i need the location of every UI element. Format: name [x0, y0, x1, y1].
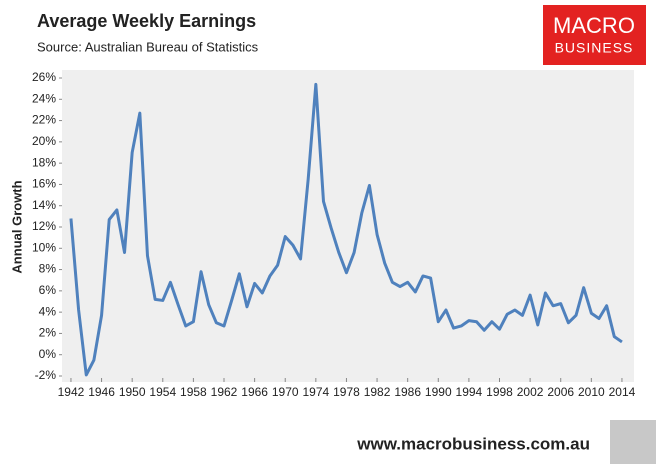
logo	[543, 5, 646, 65]
y-tick-label: 4%	[39, 304, 57, 318]
y-tick-label: 10%	[32, 240, 56, 254]
x-tick-label: 1954	[149, 385, 176, 399]
chart-title: Average Weekly Earnings	[37, 11, 256, 31]
wolf-icon	[610, 420, 656, 464]
y-tick-label: 16%	[32, 177, 56, 191]
y-tick-label: 24%	[32, 91, 56, 105]
logo-text: BUSINESS	[555, 40, 634, 56]
x-tick-label: 2002	[517, 385, 544, 399]
plot-area	[62, 70, 634, 382]
y-axis-label: Annual Growth	[9, 180, 24, 273]
y-tick-label: 22%	[32, 113, 56, 127]
y-tick-label: 2%	[39, 326, 57, 340]
y-tick-label: -2%	[35, 368, 57, 382]
x-tick-label: 2006	[547, 385, 574, 399]
x-tick-label: 1962	[211, 385, 238, 399]
x-tick-label: 1966	[241, 385, 268, 399]
x-tick-label: 2010	[578, 385, 605, 399]
footer: www.macrobusiness.com.au	[356, 434, 590, 453]
y-tick-label: 18%	[32, 155, 56, 169]
logo-text: MACRO	[553, 13, 635, 38]
x-tick-label: 1998	[486, 385, 513, 399]
y-tick-label: 26%	[32, 70, 56, 84]
y-tick-label: 12%	[32, 219, 56, 233]
x-tick-label: 1942	[58, 385, 85, 399]
y-tick-label: 8%	[39, 262, 57, 276]
x-tick-label: 1974	[302, 385, 329, 399]
x-tick-label: 1978	[333, 385, 360, 399]
x-tick-label: 2014	[609, 385, 636, 399]
x-tick-label: 1982	[364, 385, 391, 399]
x-tick-label: 1946	[88, 385, 115, 399]
x-tick-label: 1958	[180, 385, 207, 399]
x-tick-label: 1986	[394, 385, 421, 399]
x-tick-label: 1970	[272, 385, 299, 399]
y-tick-label: 6%	[39, 283, 57, 297]
y-tick-label: 20%	[32, 134, 56, 148]
y-tick-label: 14%	[32, 198, 56, 212]
x-tick-label: 1950	[119, 385, 146, 399]
x-tick-label: 1990	[425, 385, 452, 399]
x-tick-label: 1994	[456, 385, 483, 399]
data-line	[69, 82, 623, 377]
chart-subtitle: Source: Australian Bureau of Statistics	[37, 39, 259, 54]
y-tick-label: 0%	[39, 347, 57, 361]
